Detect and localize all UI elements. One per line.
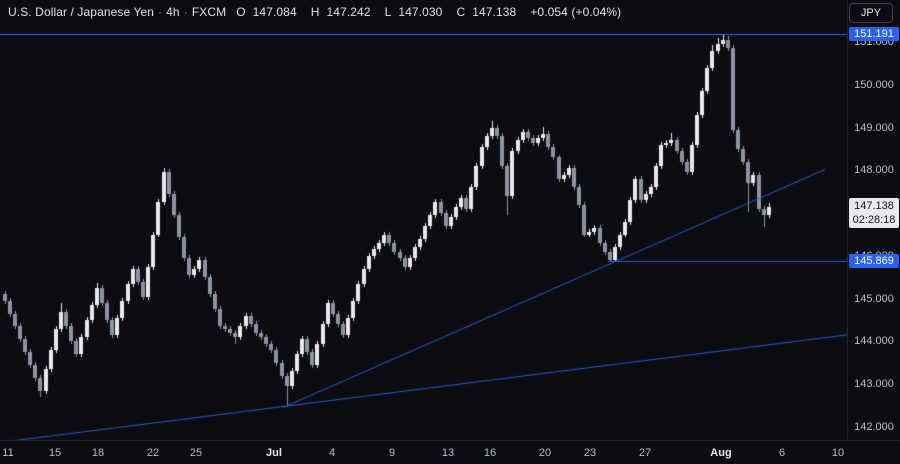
chart-header: U.S. Dollar / Japanese Yen · 4h · FXCM O 147.0… [8,5,628,19]
low-value: L 147.030 [384,5,443,19]
bar-countdown: 02:28:18 [852,214,896,227]
time-label-month: Aug [710,446,732,459]
close-value: C 147.138 [456,5,517,19]
axis-corner [848,440,900,464]
exchange-label[interactable]: FXCM [191,5,227,19]
open-value: O 147.084 [236,5,297,19]
support-price-badge: 145.869 [849,254,899,269]
time-label: 18 [91,446,105,459]
time-label: 4 [328,446,336,459]
high-price-badge: 151.191 [849,26,899,41]
price-tick: 145.000 [854,292,894,305]
time-label: 15 [48,446,62,459]
time-label: 16 [483,446,497,459]
time-label: 25 [189,446,203,459]
timeframe-button[interactable]: 4h [166,5,180,19]
time-label: 6 [778,446,786,459]
time-label: 9 [388,446,396,459]
time-label: 23 [583,446,597,459]
time-label: 13 [441,446,455,459]
price-tick: 142.000 [854,421,894,433]
candlestick-chart[interactable] [0,0,848,441]
time-label: 27 [638,446,652,459]
time-label-month: Jul [266,446,282,459]
last-price-value: 147.138 [854,200,894,213]
price-tick: 144.000 [854,335,894,348]
price-tick: 150.000 [854,78,894,91]
price-tick: 149.000 [854,121,894,134]
last-price-badge: 147.138 02:28:18 [849,198,899,229]
time-label: 10 [831,446,845,459]
separator-dot: · [183,5,188,19]
time-label: 20 [538,446,552,459]
symbol-title[interactable]: U.S. Dollar / Japanese Yen [8,5,155,19]
change-value: +0.054 (+0.04%) [530,5,622,19]
price-tick: 148.000 [854,164,894,177]
price-tick: 143.000 [854,378,894,391]
time-label: 11 [2,446,14,459]
price-axis[interactable]: 151.191 147.138 02:28:18 145.869 151.000… [847,0,900,441]
ohlc-values: O 147.084 H 147.242 L 147.030 C 147.138 +0.054 (… [236,5,628,19]
currency-button[interactable]: JPY [848,3,893,23]
high-value: H 147.242 [310,5,371,19]
time-label: 22 [146,446,160,459]
time-axis[interactable]: 11 15 18 22 25 Jul 4 9 13 16 20 23 27 Aug 6 10 [0,440,848,464]
separator-dot: · [158,5,163,19]
